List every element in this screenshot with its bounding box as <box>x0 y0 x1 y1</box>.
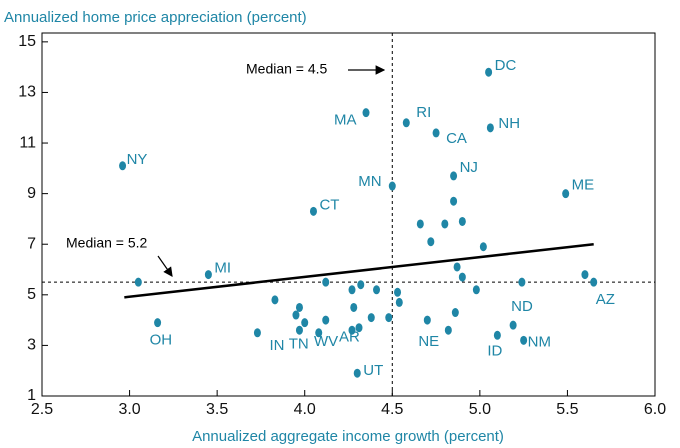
point <box>518 277 526 287</box>
point <box>295 325 303 335</box>
point-label: MA <box>334 112 357 129</box>
y-tick-label: 15 <box>18 33 36 50</box>
x-tick-label: 3.0 <box>118 401 140 418</box>
point <box>394 287 402 297</box>
point <box>353 368 361 378</box>
x-tick-label: 3.5 <box>206 401 228 418</box>
point-label: NH <box>498 115 520 132</box>
point <box>402 118 410 128</box>
x-axis-title: Annualized aggregate income growth (perc… <box>192 428 504 445</box>
point <box>423 315 431 325</box>
point <box>204 270 212 280</box>
y-tick-label: 3 <box>27 337 36 354</box>
point <box>301 318 309 328</box>
point <box>322 277 330 287</box>
trend-line <box>124 242 594 299</box>
point <box>509 320 517 330</box>
annotation: Median = 4.5 <box>246 61 328 77</box>
point-label: AZ <box>596 291 615 308</box>
x-tick-label: 4.0 <box>294 401 316 418</box>
point-label: CT <box>319 196 339 213</box>
point <box>295 302 303 312</box>
point <box>292 310 300 320</box>
point <box>373 285 381 295</box>
point-label: ID <box>487 342 502 359</box>
y-tick-label: 9 <box>27 185 36 202</box>
point <box>362 108 370 118</box>
point <box>119 161 127 171</box>
point <box>134 277 142 287</box>
point-label: NE <box>418 333 439 350</box>
x-tick-label: 6.0 <box>644 401 666 418</box>
point <box>271 295 279 305</box>
point <box>479 242 487 252</box>
point-label: CA <box>446 130 467 147</box>
point-label: ND <box>511 298 533 315</box>
point-label: MI <box>214 260 231 277</box>
point <box>253 328 261 338</box>
point <box>472 285 480 295</box>
point <box>493 330 501 340</box>
point <box>355 323 363 333</box>
point-label: RI <box>416 104 431 121</box>
point <box>485 67 493 77</box>
point <box>388 181 396 191</box>
point <box>581 270 589 280</box>
point <box>322 315 330 325</box>
point <box>590 277 598 287</box>
point <box>453 262 461 272</box>
point-label: WV <box>314 333 338 350</box>
chart-title: Annualized home price appreciation (perc… <box>4 9 307 26</box>
x-tick-label: 5.5 <box>556 401 578 418</box>
point-label: DC <box>495 57 517 74</box>
point <box>441 219 449 229</box>
point-label: TN <box>289 336 309 353</box>
point <box>416 219 424 229</box>
point-label: UT <box>363 362 383 379</box>
plot-frame <box>41 32 656 397</box>
point <box>520 335 528 345</box>
y-tick-label: 7 <box>27 235 36 252</box>
point <box>350 302 358 312</box>
x-tick-label: 4.5 <box>381 401 403 418</box>
point <box>309 206 317 216</box>
y-tick-label: 5 <box>27 286 36 303</box>
point <box>348 285 356 295</box>
point <box>395 297 403 307</box>
y-tick-label: 1 <box>27 387 36 404</box>
point <box>348 325 356 335</box>
point <box>450 171 458 181</box>
point-label: OH <box>150 332 173 349</box>
point <box>315 328 323 338</box>
y-tick-label: 13 <box>18 84 36 101</box>
point <box>427 237 435 247</box>
point <box>451 308 459 318</box>
x-tick-label: 2.5 <box>31 401 53 418</box>
point <box>444 325 452 335</box>
point <box>154 318 162 328</box>
point <box>450 196 458 206</box>
point-label: MN <box>358 173 381 190</box>
point <box>357 280 365 290</box>
point-label: NJ <box>460 159 478 176</box>
point-label: NM <box>528 333 551 350</box>
point-label: IN <box>269 337 284 354</box>
point <box>486 123 494 133</box>
y-tick-label: 11 <box>19 134 36 151</box>
x-tick-label: 5.0 <box>469 401 491 418</box>
point <box>458 272 466 282</box>
annotation-arrow <box>157 255 173 277</box>
annotation: Median = 5.2 <box>66 235 148 251</box>
point-label: NY <box>127 151 148 168</box>
point <box>432 128 440 138</box>
point-label: ME <box>572 177 595 194</box>
point <box>562 189 570 199</box>
point <box>385 313 393 323</box>
point <box>458 216 466 226</box>
point <box>367 313 375 323</box>
